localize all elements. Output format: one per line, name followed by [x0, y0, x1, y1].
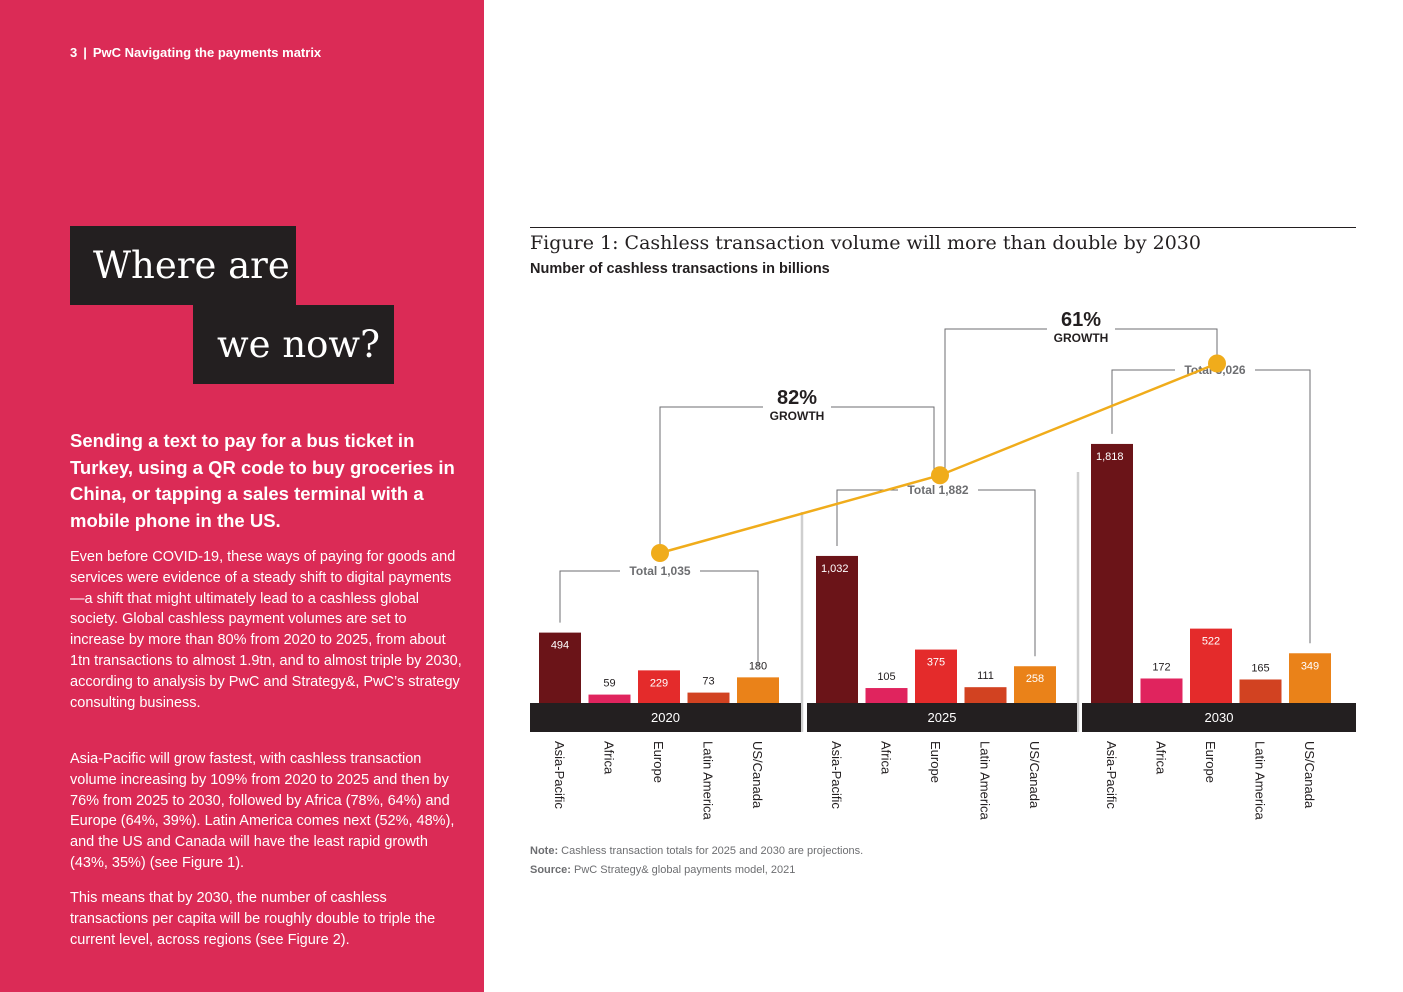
region-label-africa-2020: Africa [602, 741, 617, 775]
growth-label-bg-2 [1047, 307, 1115, 349]
region-label-latin-america-2025: Latin America [978, 741, 993, 821]
region-label-europe-2025: Europe [928, 741, 943, 783]
data-label-latin-america-2020: 73 [702, 676, 714, 688]
figure-title: Figure 1: Cashless transaction volume wi… [530, 232, 1201, 254]
total-label-bg-2025 [898, 481, 978, 499]
growth-pct-2: 61% [1061, 309, 1101, 331]
bar-europe-2025 [915, 649, 957, 703]
bar-europe-2020 [638, 670, 680, 703]
total-label-2025: Total 1,882 [907, 483, 968, 497]
note-label: Note: [530, 845, 559, 857]
data-label-latin-america-2030: 165 [1251, 662, 1269, 674]
growth-bracket-2 [944, 328, 1218, 476]
bar-us-canada-2030 [1289, 653, 1331, 703]
lead-paragraph: Sending a text to pay for a bus ticket i… [70, 430, 455, 531]
data-label-us-canada-2025: 258 [1026, 673, 1044, 685]
heading-line-1: Where are [70, 226, 296, 305]
data-label-asia-pacific-2030: 1,818 [1096, 451, 1124, 463]
region-label-asia-pacific-2025: Asia-Pacific [829, 741, 844, 809]
bar-us-canada-2025 [1014, 666, 1056, 703]
region-label-europe-2020: Europe [651, 741, 666, 783]
bar-africa-2025 [865, 688, 908, 703]
total-point-2025 [931, 466, 949, 485]
x-tick-label-2030: 2030 [1205, 710, 1234, 725]
bar-africa-2020 [588, 694, 631, 703]
left-panel: 3 | PwC Navigating the payments matrix Whe… [0, 0, 484, 992]
bar-asia-pacific-2020 [539, 632, 581, 703]
figure-top-rule [530, 227, 1356, 228]
region-label-latin-america-2020: Latin America [701, 741, 716, 821]
growth-label-1: GROWTH [770, 409, 825, 423]
data-label-us-canada-2030: 349 [1301, 660, 1319, 672]
axis-band-2025 [807, 703, 1077, 732]
source-label: Source: [530, 864, 571, 876]
page-number: 3 [70, 45, 78, 60]
data-label-africa-2025: 105 [877, 671, 895, 683]
page-header: 3 | PwC Navigating the payments matrix [70, 45, 321, 60]
figure-source: Source: PwC Strategy& global payments mo… [530, 864, 795, 876]
x-tick-label-2020: 2020 [651, 710, 680, 725]
bar-latin-america-2020 [687, 692, 730, 703]
document-title: PwC Navigating the payments matrix [92, 45, 322, 60]
growth-label-2: GROWTH [1054, 331, 1109, 345]
body-paragraph-2: Asia-Pacific will grow fastest, with cas… [70, 751, 455, 871]
data-label-africa-2020: 59 [603, 678, 615, 690]
x-tick-label-2025: 2025 [928, 710, 957, 725]
note-text: Cashless transaction totals for 2025 and… [558, 845, 864, 857]
body-paragraph-1: Even before COVID-19, these ways of payi… [70, 549, 462, 711]
region-label-africa-2025: Africa [879, 741, 894, 775]
axis-band-2030 [1082, 703, 1356, 732]
region-label-us-canada-2030: US/Canada [1302, 741, 1317, 809]
bar-europe-2030 [1190, 628, 1232, 703]
bar-us-canada-2020 [737, 677, 779, 703]
total-bracket-2030 [1111, 369, 1311, 644]
bar-latin-america-2030 [1239, 679, 1282, 703]
data-label-latin-america-2025: 111 [977, 670, 994, 682]
data-label-europe-2025: 375 [927, 657, 945, 669]
region-label-africa-2030: Africa [1154, 741, 1169, 775]
region-label-us-canada-2025: US/Canada [1027, 741, 1042, 809]
region-label-asia-pacific-2020: Asia-Pacific [552, 741, 567, 809]
total-label-bg-2020 [620, 562, 700, 580]
data-label-europe-2020: 229 [650, 677, 668, 689]
figure-note: Note: Cashless transaction totals for 20… [530, 845, 863, 857]
data-label-asia-pacific-2025: 1,032 [821, 563, 849, 575]
body-paragraph-3: This means that by 2030, the number of c… [70, 890, 436, 948]
bar-asia-pacific-2030 [1091, 443, 1133, 703]
total-label-2020: Total 1,035 [629, 564, 690, 578]
total-point-2030 [1208, 354, 1226, 373]
total-bracket-2025 [836, 489, 1036, 657]
header-separator: | [83, 45, 87, 60]
bar-asia-pacific-2025 [816, 555, 858, 703]
growth-pct-1: 82% [777, 387, 817, 409]
total-bracket-2020 [559, 570, 759, 668]
data-label-europe-2030: 522 [1202, 636, 1220, 648]
figure-subtitle: Number of cashless transactions in billi… [530, 261, 830, 277]
source-text: PwC Strategy& global payments model, 202… [570, 864, 796, 876]
bar-africa-2030 [1140, 678, 1183, 703]
region-label-asia-pacific-2030: Asia-Pacific [1104, 741, 1119, 809]
total-trend-line [659, 362, 1218, 555]
heading-line-2: we now? [193, 305, 394, 384]
data-label-asia-pacific-2020: 494 [551, 640, 569, 652]
region-label-europe-2030: Europe [1203, 741, 1218, 783]
growth-bracket-1 [659, 406, 935, 553]
growth-label-bg-1 [763, 385, 831, 427]
bar-latin-america-2025 [964, 687, 1007, 703]
axis-band-2020 [530, 703, 801, 732]
total-point-2020 [651, 544, 669, 562]
region-label-us-canada-2020: US/Canada [750, 741, 765, 809]
region-label-latin-america-2030: Latin America [1253, 741, 1268, 821]
data-label-africa-2030: 172 [1152, 661, 1170, 673]
